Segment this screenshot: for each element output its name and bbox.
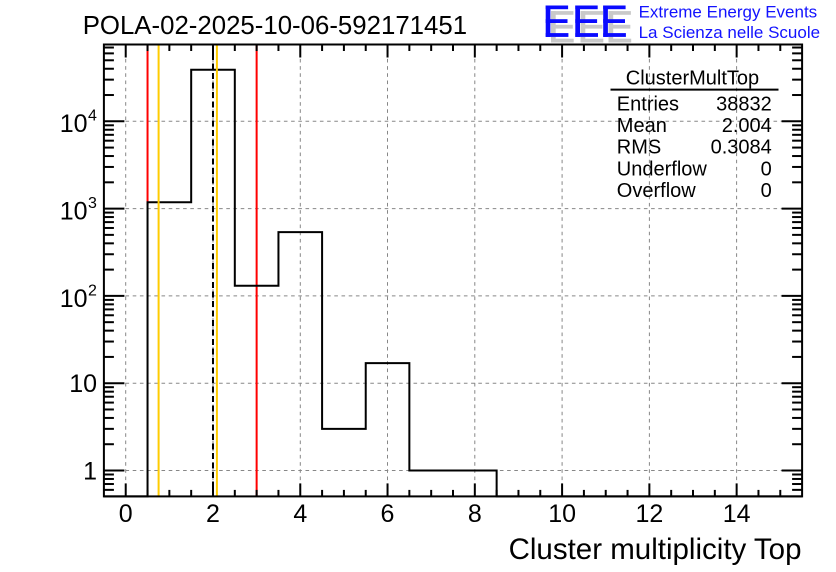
svg-text:10: 10 bbox=[548, 500, 576, 528]
svg-text:ClusterMultTop: ClusterMultTop bbox=[626, 68, 759, 90]
svg-text:38832: 38832 bbox=[716, 93, 772, 115]
svg-text:4: 4 bbox=[293, 500, 307, 528]
svg-text:La Scienza nelle Scuole: La Scienza nelle Scuole bbox=[639, 23, 820, 42]
svg-text:POLA-02-2025-10-06-592171451: POLA-02-2025-10-06-592171451 bbox=[83, 12, 467, 40]
svg-text:10: 10 bbox=[60, 198, 88, 226]
svg-text:0.3084: 0.3084 bbox=[711, 137, 772, 159]
svg-text:Mean: Mean bbox=[617, 115, 667, 137]
svg-text:Underflow: Underflow bbox=[617, 158, 708, 180]
svg-text:4: 4 bbox=[88, 108, 97, 125]
svg-text:8: 8 bbox=[468, 500, 482, 528]
svg-text:3: 3 bbox=[88, 195, 97, 212]
svg-text:0: 0 bbox=[119, 500, 133, 528]
svg-text:0: 0 bbox=[761, 158, 772, 180]
svg-text:Extreme Energy Events: Extreme Energy Events bbox=[639, 2, 818, 21]
svg-text:10: 10 bbox=[60, 285, 88, 313]
svg-text:14: 14 bbox=[723, 500, 751, 528]
svg-text:10: 10 bbox=[69, 370, 97, 398]
svg-text:6: 6 bbox=[381, 500, 395, 528]
svg-text:0: 0 bbox=[761, 180, 772, 202]
svg-text:12: 12 bbox=[635, 500, 663, 528]
svg-text:Cluster multiplicity Top: Cluster multiplicity Top bbox=[509, 533, 802, 566]
svg-text:2: 2 bbox=[88, 282, 97, 299]
svg-text:2.004: 2.004 bbox=[722, 115, 772, 137]
svg-text:2: 2 bbox=[206, 500, 220, 528]
svg-text:10: 10 bbox=[60, 110, 88, 138]
svg-text:RMS: RMS bbox=[617, 137, 661, 159]
svg-text:Overflow: Overflow bbox=[617, 180, 696, 202]
svg-text:Entries: Entries bbox=[617, 93, 679, 115]
svg-text:1: 1 bbox=[83, 457, 97, 485]
